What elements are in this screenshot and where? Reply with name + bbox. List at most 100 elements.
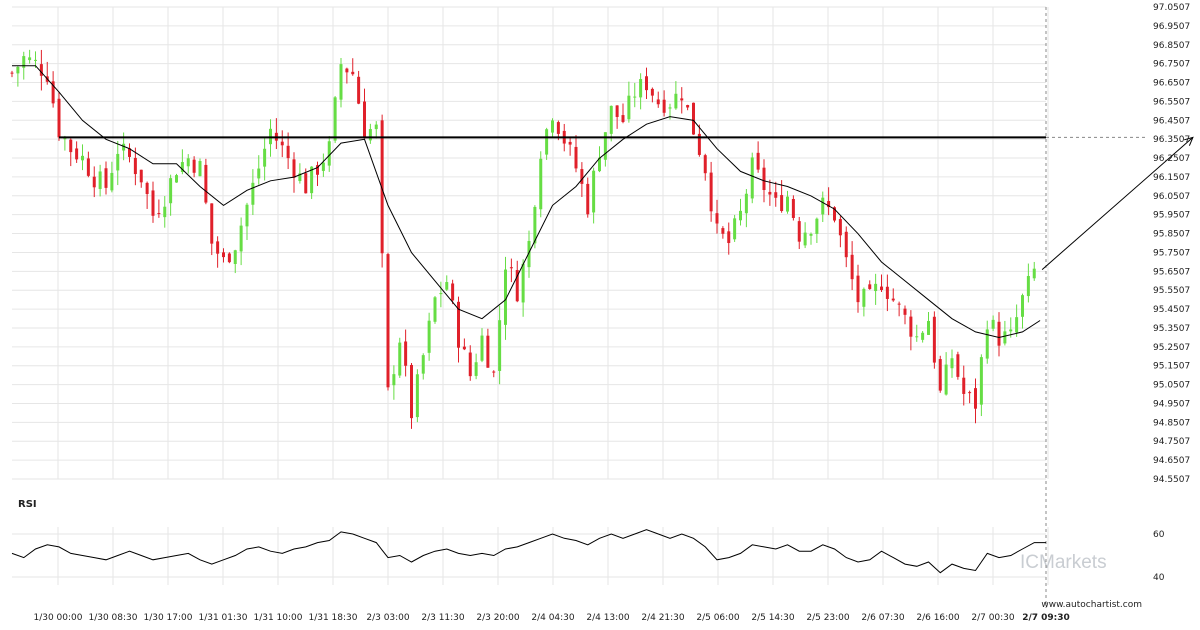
price-tick-label: 94.6507	[1153, 456, 1190, 466]
candle-body	[286, 145, 290, 159]
candle-body	[439, 293, 443, 295]
price-tick-label: 95.3507	[1153, 324, 1190, 334]
candle-body	[592, 170, 596, 213]
candle-body	[974, 388, 977, 409]
price-tick-label: 95.8507	[1153, 230, 1190, 240]
time-tick-label: 2/5 23:00	[806, 613, 850, 623]
time-tick-label: 2/4 04:30	[531, 613, 575, 623]
candle-body	[1026, 275, 1030, 297]
candle-body	[427, 320, 431, 353]
candle-body	[921, 332, 925, 340]
candle-body	[750, 157, 754, 199]
candle-body	[909, 316, 913, 337]
time-tick-label: 2/7 00:30	[971, 613, 1015, 623]
rsi-title: RSI	[18, 499, 37, 510]
candle-body	[768, 191, 772, 195]
candle-body	[498, 320, 502, 371]
candle-body	[368, 129, 372, 141]
candle-body	[263, 148, 267, 167]
price-tick-label: 96.8507	[1153, 41, 1190, 51]
candle-body	[968, 392, 972, 394]
time-tick-label: 2/6 07:30	[861, 613, 905, 623]
candle-body	[656, 99, 660, 105]
candle-body	[797, 221, 801, 242]
candle-body	[580, 169, 584, 184]
candle-body	[756, 152, 760, 170]
candle-body	[386, 254, 390, 388]
candle-body	[251, 182, 255, 205]
candle-body	[233, 250, 237, 265]
candle-body	[298, 173, 302, 182]
candle-body	[16, 66, 20, 74]
price-tick-label: 95.6507	[1153, 267, 1190, 277]
candle-body	[844, 231, 848, 258]
candle-body	[791, 198, 795, 218]
time-tick-label: 2/3 11:30	[421, 613, 465, 623]
candle-body	[780, 195, 784, 212]
candle-body	[885, 286, 889, 299]
candle-body	[850, 254, 854, 280]
candle-body	[856, 275, 860, 303]
candle-body	[833, 207, 836, 221]
moving-average-line	[12, 65, 1041, 339]
rsi-grid-layer	[12, 527, 1049, 585]
candle-body	[345, 68, 349, 73]
candle-body	[433, 297, 437, 322]
candle-body	[932, 316, 936, 363]
candle-body	[304, 173, 308, 194]
candle-body	[75, 148, 79, 160]
candle-body	[509, 267, 513, 269]
candle-body	[333, 97, 337, 141]
candle-body	[474, 362, 478, 376]
candle-body	[86, 158, 90, 176]
candle-body	[521, 263, 525, 303]
candle-body	[962, 377, 966, 394]
candle-body	[468, 352, 472, 377]
candle-body	[57, 98, 61, 138]
time-axis: 1/30 00:00 1/30 08:30 1/30 17:00 1/31 01:30…	[33, 613, 1069, 623]
candle-body	[133, 157, 137, 175]
time-tick-label: 2/4 21:30	[641, 613, 685, 623]
price-tick-label: 95.0507	[1153, 381, 1190, 391]
time-tick-label: 2/3 20:00	[476, 613, 520, 623]
candle-body	[374, 124, 378, 130]
candle-body	[504, 269, 507, 325]
candle-body	[1015, 317, 1019, 333]
candle-body	[63, 138, 67, 140]
candle-body	[838, 219, 842, 236]
candle-body	[1009, 329, 1013, 332]
rsi-tick-label: 40	[1153, 573, 1165, 583]
price-tick-label: 96.1507	[1153, 173, 1190, 183]
candle-body	[709, 172, 713, 212]
candle-body	[122, 143, 126, 151]
candle-body	[668, 107, 672, 109]
price-tick-label: 96.7507	[1153, 60, 1190, 70]
time-tick-label: 1/30 08:30	[88, 613, 137, 623]
time-tick-label: 1/30 00:00	[33, 613, 82, 623]
candle-body	[1021, 295, 1024, 317]
candle-body	[451, 283, 455, 301]
candle-body	[868, 284, 872, 289]
candle-body	[897, 303, 901, 305]
candle-body	[310, 166, 314, 194]
candle-body	[186, 158, 190, 167]
candle-body	[69, 139, 73, 153]
candle-body	[492, 371, 496, 373]
candle-body	[34, 59, 37, 61]
candle-body	[398, 342, 402, 376]
rsi-axis: 40 60	[1153, 530, 1165, 583]
candle-body	[392, 374, 396, 386]
candle-body	[985, 329, 989, 359]
candle-body	[633, 96, 637, 98]
price-axis: 94.5507 94.6507 94.7507 94.8507 94.9507 95.05…	[1153, 3, 1190, 485]
rsi-line	[11, 529, 1046, 574]
candle-body	[639, 79, 643, 98]
candle-body	[515, 270, 519, 302]
time-tick-label: 1/31 01:30	[198, 613, 247, 623]
candle-body	[603, 132, 607, 160]
candle-body	[680, 98, 684, 101]
candle-body	[727, 231, 731, 244]
candle-body	[180, 162, 184, 172]
candle-body	[721, 228, 725, 234]
